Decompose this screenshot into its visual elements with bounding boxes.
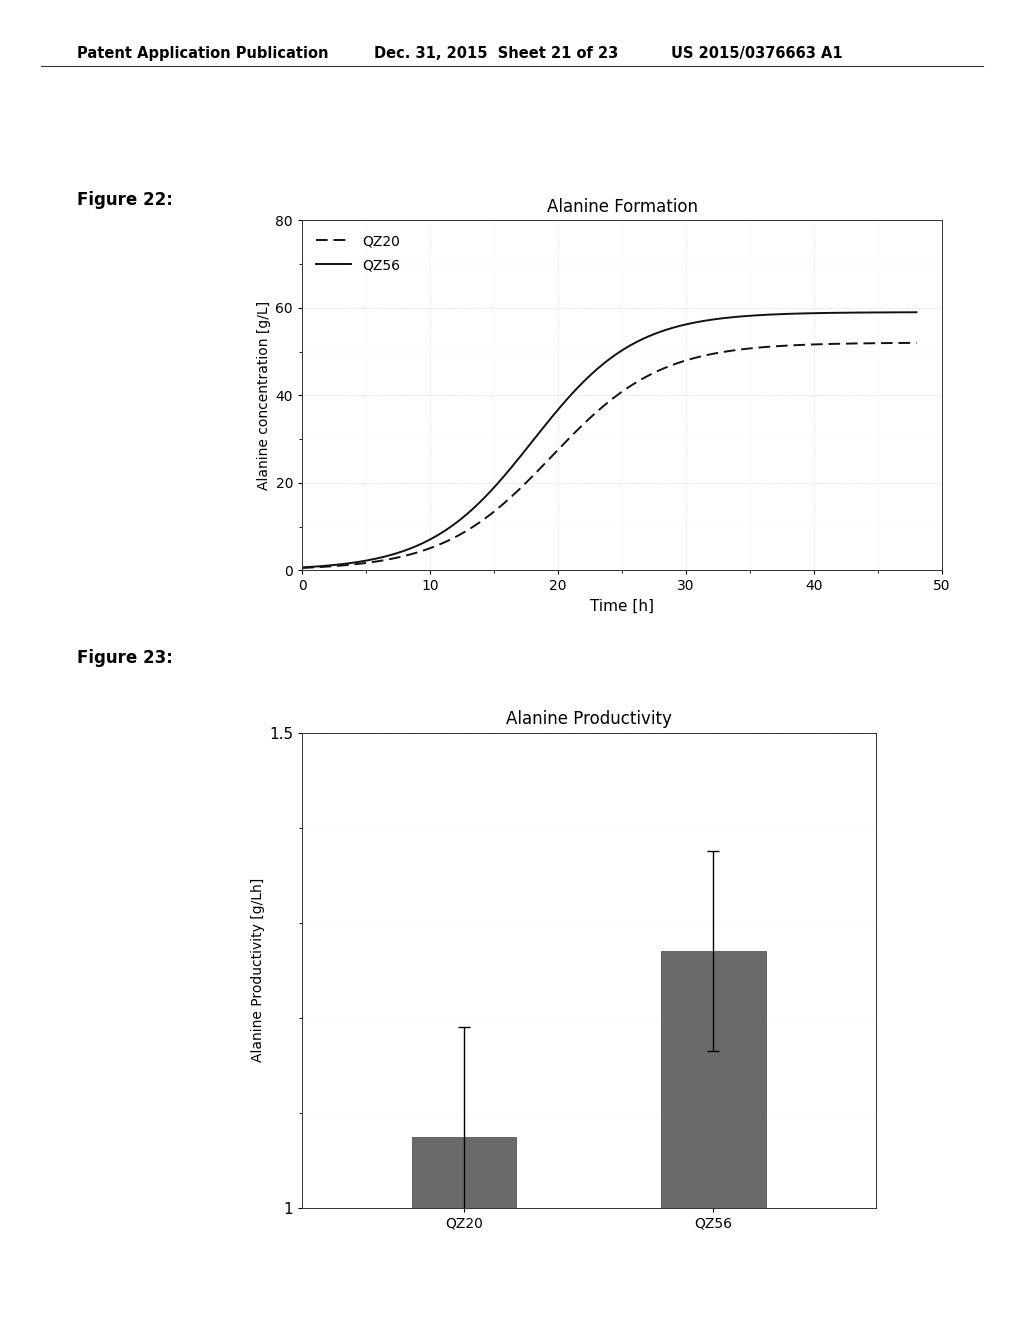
QZ20 [662,359,674,375]
QZ56 [588,364,600,380]
Text: Figure 23:: Figure 23: [77,649,173,668]
QZ20 [896,335,908,351]
Text: US 2015/0376663 A1: US 2015/0376663 A1 [671,46,843,61]
QZ20 [629,375,641,391]
Y-axis label: Alanine concentration [g/L]: Alanine concentration [g/L] [257,301,271,490]
Legend: QZ20, QZ56: QZ20, QZ56 [309,227,407,279]
QZ20 [910,335,923,351]
QZ56 [800,305,812,321]
QZ20 [296,560,308,576]
Line: QZ56: QZ56 [302,313,916,568]
Bar [662,952,766,1208]
QZ20 [800,337,812,352]
Text: Patent Application Publication: Patent Application Publication [77,46,329,61]
QZ20 [592,403,604,418]
Line: QZ20: QZ20 [302,343,916,568]
Text: Dec. 31, 2015  Sheet 21 of 23: Dec. 31, 2015 Sheet 21 of 23 [374,46,618,61]
X-axis label: Time [h]: Time [h] [590,599,654,614]
Text: Figure 22:: Figure 22: [77,191,173,210]
QZ56 [592,360,604,376]
QZ20 [588,407,600,422]
Title: Alanine Productivity: Alanine Productivity [506,710,672,729]
Y-axis label: Alanine Productivity [g/Lh]: Alanine Productivity [g/Lh] [251,878,265,1063]
QZ56 [629,335,641,351]
QZ56 [910,305,923,321]
QZ56 [662,321,674,337]
Bar [412,1137,516,1208]
QZ56 [296,560,308,576]
QZ56 [896,305,908,321]
Title: Alanine Formation: Alanine Formation [547,198,697,216]
